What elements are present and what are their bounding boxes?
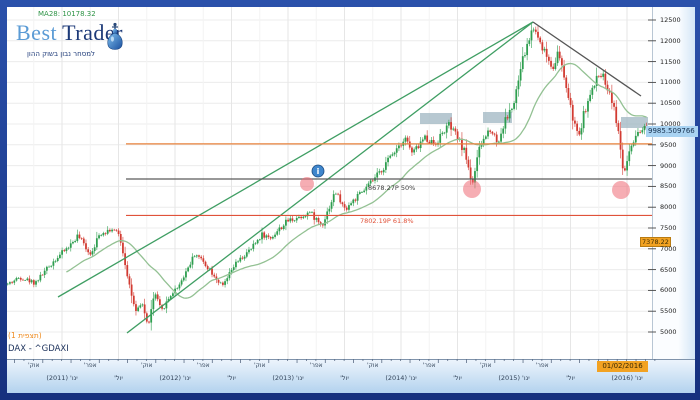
alert-price-badge: 7378.22 xyxy=(640,237,671,247)
price-tick-label: 6000 xyxy=(660,286,677,295)
price-tick-label: 5500 xyxy=(660,307,677,316)
fib-50-label: 8678.27P 50% xyxy=(368,184,416,192)
time-axis-minor-label: אפר' xyxy=(309,362,323,369)
current-price-badge: 9985.509766 xyxy=(646,126,698,137)
time-axis-minor-label: אוק' xyxy=(253,362,266,369)
time-axis-minor-label: אוק' xyxy=(479,362,492,369)
selected-date-badge[interactable]: 01/02/2016 xyxy=(597,361,648,372)
symbol-label: DAX - ^GDAXI xyxy=(8,344,69,354)
price-tick-label: 12500 xyxy=(660,16,681,24)
time-axis-major-label: יול' xyxy=(227,374,236,382)
time-axis-minor-label: אוק' xyxy=(140,362,153,369)
time-axis-major-label: יול' xyxy=(114,374,123,382)
price-tick-label: 9000 xyxy=(660,161,677,170)
time-axis-major-label: ינו' (2011) xyxy=(46,374,78,382)
best-trader-logo: Best Trader xyxy=(16,20,123,46)
price-tick-label: 10500 xyxy=(660,99,681,108)
price-tick-label: 9500 xyxy=(660,140,677,149)
time-axis-major-label: יול' xyxy=(453,374,462,382)
fib-618-label: 7802.19P 61.8% xyxy=(360,217,414,225)
time-axis-minor-label: אוק' xyxy=(27,362,40,369)
time-axis-major-label: ינו' (2015) xyxy=(498,374,530,382)
price-tick-label: 11500 xyxy=(660,57,681,66)
chart-plot-area[interactable] xyxy=(7,7,652,359)
genie-bottle-logo-icon xyxy=(107,22,123,50)
time-axis-major-label: יול' xyxy=(340,374,349,382)
price-tick-label: 7000 xyxy=(660,244,677,253)
logo-best-text: Best xyxy=(16,20,58,45)
price-tick-label: 8500 xyxy=(660,182,677,191)
price-tick-label: 8000 xyxy=(660,203,677,212)
time-axis-major-label: ינו' (2016) xyxy=(611,374,643,382)
price-tick-label: 6500 xyxy=(660,265,677,274)
time-axis-major-label: יול' xyxy=(566,374,575,382)
observation-label: (תצפית 1) xyxy=(8,331,42,340)
time-axis-major-label: ינו' (2012) xyxy=(159,374,191,382)
time-axis-minor-label: אפר' xyxy=(535,362,549,369)
time-axis-minor-label: אפר' xyxy=(83,362,97,369)
price-axis-panel xyxy=(652,7,695,359)
time-axis-major-label: ינו' (2014) xyxy=(385,374,417,382)
ma-legend-label: MA28: 10178.32 xyxy=(38,10,96,18)
time-axis-major-label: ינו' (2013) xyxy=(272,374,304,382)
logo-tagline: למסחר נבון בשוק ההון xyxy=(27,50,95,58)
price-tick-label: 5000 xyxy=(660,328,677,336)
price-tick-label: 10000 xyxy=(660,120,681,128)
price-tick-label: 12000 xyxy=(660,36,681,45)
price-tick-label: 7500 xyxy=(660,224,677,232)
time-axis-minor-label: אוק' xyxy=(366,362,379,369)
time-axis-minor-label: אפר' xyxy=(196,362,210,369)
time-axis-minor-label: אפר' xyxy=(422,362,436,369)
time-axis-panel xyxy=(7,359,695,393)
price-tick-label: 11000 xyxy=(660,78,681,87)
